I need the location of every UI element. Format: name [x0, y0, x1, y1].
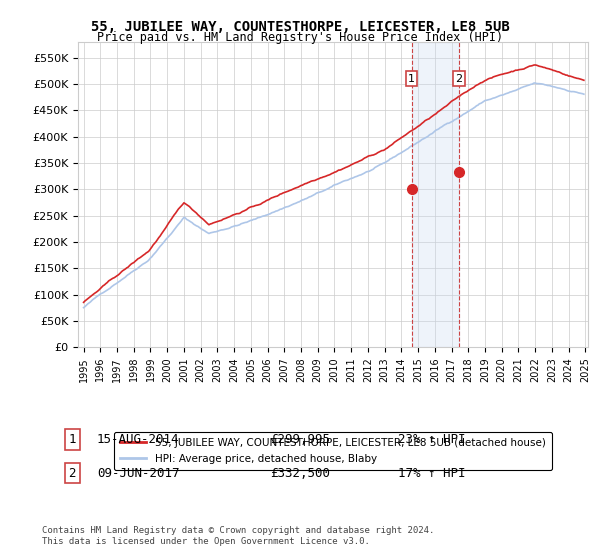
Text: Price paid vs. HM Land Registry's House Price Index (HPI): Price paid vs. HM Land Registry's House … [97, 31, 503, 44]
Text: 23% ↑ HPI: 23% ↑ HPI [398, 433, 466, 446]
Text: 17% ↑ HPI: 17% ↑ HPI [398, 466, 466, 480]
Text: Contains HM Land Registry data © Crown copyright and database right 2024.
This d: Contains HM Land Registry data © Crown c… [42, 526, 434, 546]
Bar [412, 42, 459, 347]
Text: 15-AUG-2014: 15-AUG-2014 [97, 433, 179, 446]
Text: 2: 2 [68, 466, 76, 480]
Text: 55, JUBILEE WAY, COUNTESTHORPE, LEICESTER, LE8 5UB: 55, JUBILEE WAY, COUNTESTHORPE, LEICESTE… [91, 20, 509, 34]
Text: £299,995: £299,995 [270, 433, 330, 446]
Text: 1: 1 [408, 73, 415, 83]
Text: 2: 2 [455, 73, 463, 83]
Text: £332,500: £332,500 [270, 466, 330, 480]
Text: 1: 1 [68, 433, 76, 446]
Legend: 55, JUBILEE WAY, COUNTESTHORPE, LEICESTER, LE8 5UB (detached house), HPI: Averag: 55, JUBILEE WAY, COUNTESTHORPE, LEICESTE… [114, 432, 552, 470]
Text: 09-JUN-2017: 09-JUN-2017 [97, 466, 179, 480]
